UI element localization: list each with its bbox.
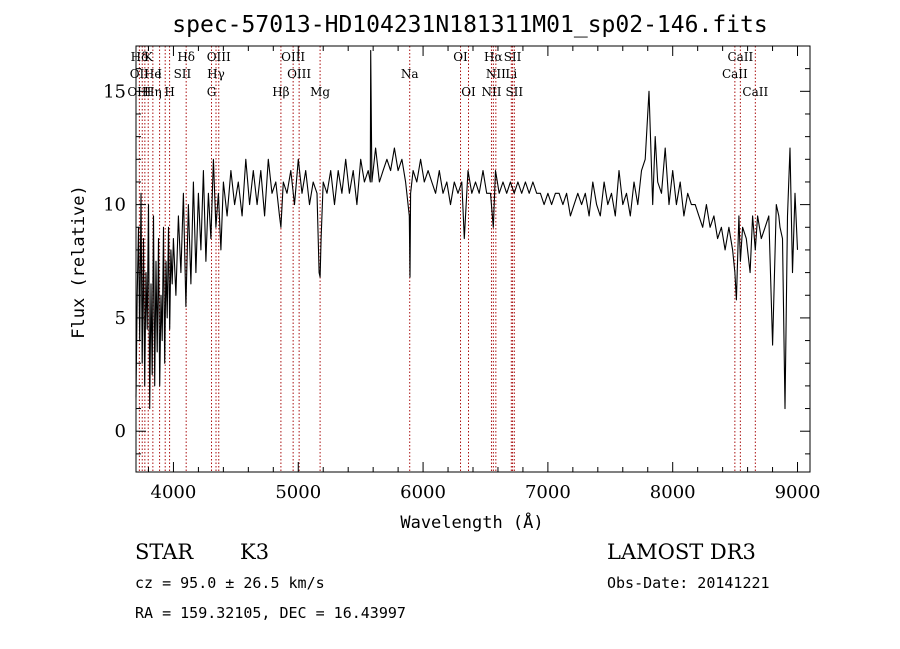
line-label: OIII: [207, 50, 231, 64]
line-label: I: [157, 67, 162, 81]
line-label: Hβ: [272, 85, 289, 99]
line-label: CaII: [742, 85, 768, 99]
y-axis-label: Flux (relative): [69, 185, 89, 339]
line-label: CaII: [722, 67, 748, 81]
line-label: Hδ: [131, 50, 149, 64]
redshift-cz: cz = 95.0 ± 26.5 km/s: [135, 574, 325, 592]
axis-ticks: 4000 5000 6000 7000 8000 9000 0 5 10 15: [103, 45, 821, 503]
object-subclass: K3: [240, 540, 270, 564]
line-label: OII: [130, 67, 150, 81]
survey-name: LAMOST DR3: [607, 540, 756, 564]
line-label: H: [164, 85, 174, 99]
x-tick-label: 5000: [275, 482, 321, 503]
line-label: Mg: [310, 85, 330, 99]
x-tick-label: 9000: [775, 482, 821, 503]
x-tick-label: 4000: [151, 482, 197, 503]
x-tick-label: 7000: [525, 482, 571, 503]
plot-frame: [135, 45, 811, 473]
line-label: NII: [481, 85, 501, 99]
line-label: OIII: [127, 85, 151, 99]
line-label: OI: [453, 50, 468, 64]
chart-title: spec-57013-HD104231N181311M01_sp02-146.f…: [172, 12, 767, 38]
line-label: Hη: [144, 85, 162, 99]
line-label: SII: [505, 85, 523, 99]
line-label: Hγ: [207, 67, 225, 81]
axes: [135, 45, 811, 473]
spectrum-plot: spec-57013-HD104231N181311M01_sp02-146.f…: [69, 12, 821, 533]
line-label: Li: [505, 67, 517, 81]
line-label: CaII: [727, 50, 753, 64]
spectrum-line: [135, 49, 799, 410]
spectrum-series: [135, 49, 799, 410]
observation-date: Obs-Date: 20141221: [607, 574, 770, 592]
y-tick-label: 10: [103, 195, 126, 216]
x-tick-label: 6000: [400, 482, 446, 503]
line-label: Hα: [484, 50, 503, 64]
x-tick-label: 8000: [650, 482, 696, 503]
line-label: Na: [401, 67, 419, 81]
object-type: STAR: [135, 540, 194, 564]
x-axis-label: Wavelength (Å): [400, 511, 543, 533]
line-label: SII: [504, 50, 522, 64]
y-tick-label: 0: [115, 421, 126, 442]
line-label: OI: [461, 85, 476, 99]
line-label: Hδ: [177, 50, 195, 64]
line-label: K: [144, 50, 154, 64]
line-label: He: [144, 67, 162, 81]
spectral-line-markers: [138, 46, 756, 472]
line-label: SII: [174, 67, 192, 81]
line-label: G: [207, 85, 217, 99]
y-tick-label: 5: [115, 308, 126, 329]
line-label: NII: [486, 67, 506, 81]
line-label: OIII: [287, 67, 311, 81]
line-label: OIII: [281, 50, 305, 64]
ra-dec: RA = 159.32105, DEC = 16.43997: [135, 604, 406, 622]
y-tick-label: 15: [103, 81, 126, 102]
